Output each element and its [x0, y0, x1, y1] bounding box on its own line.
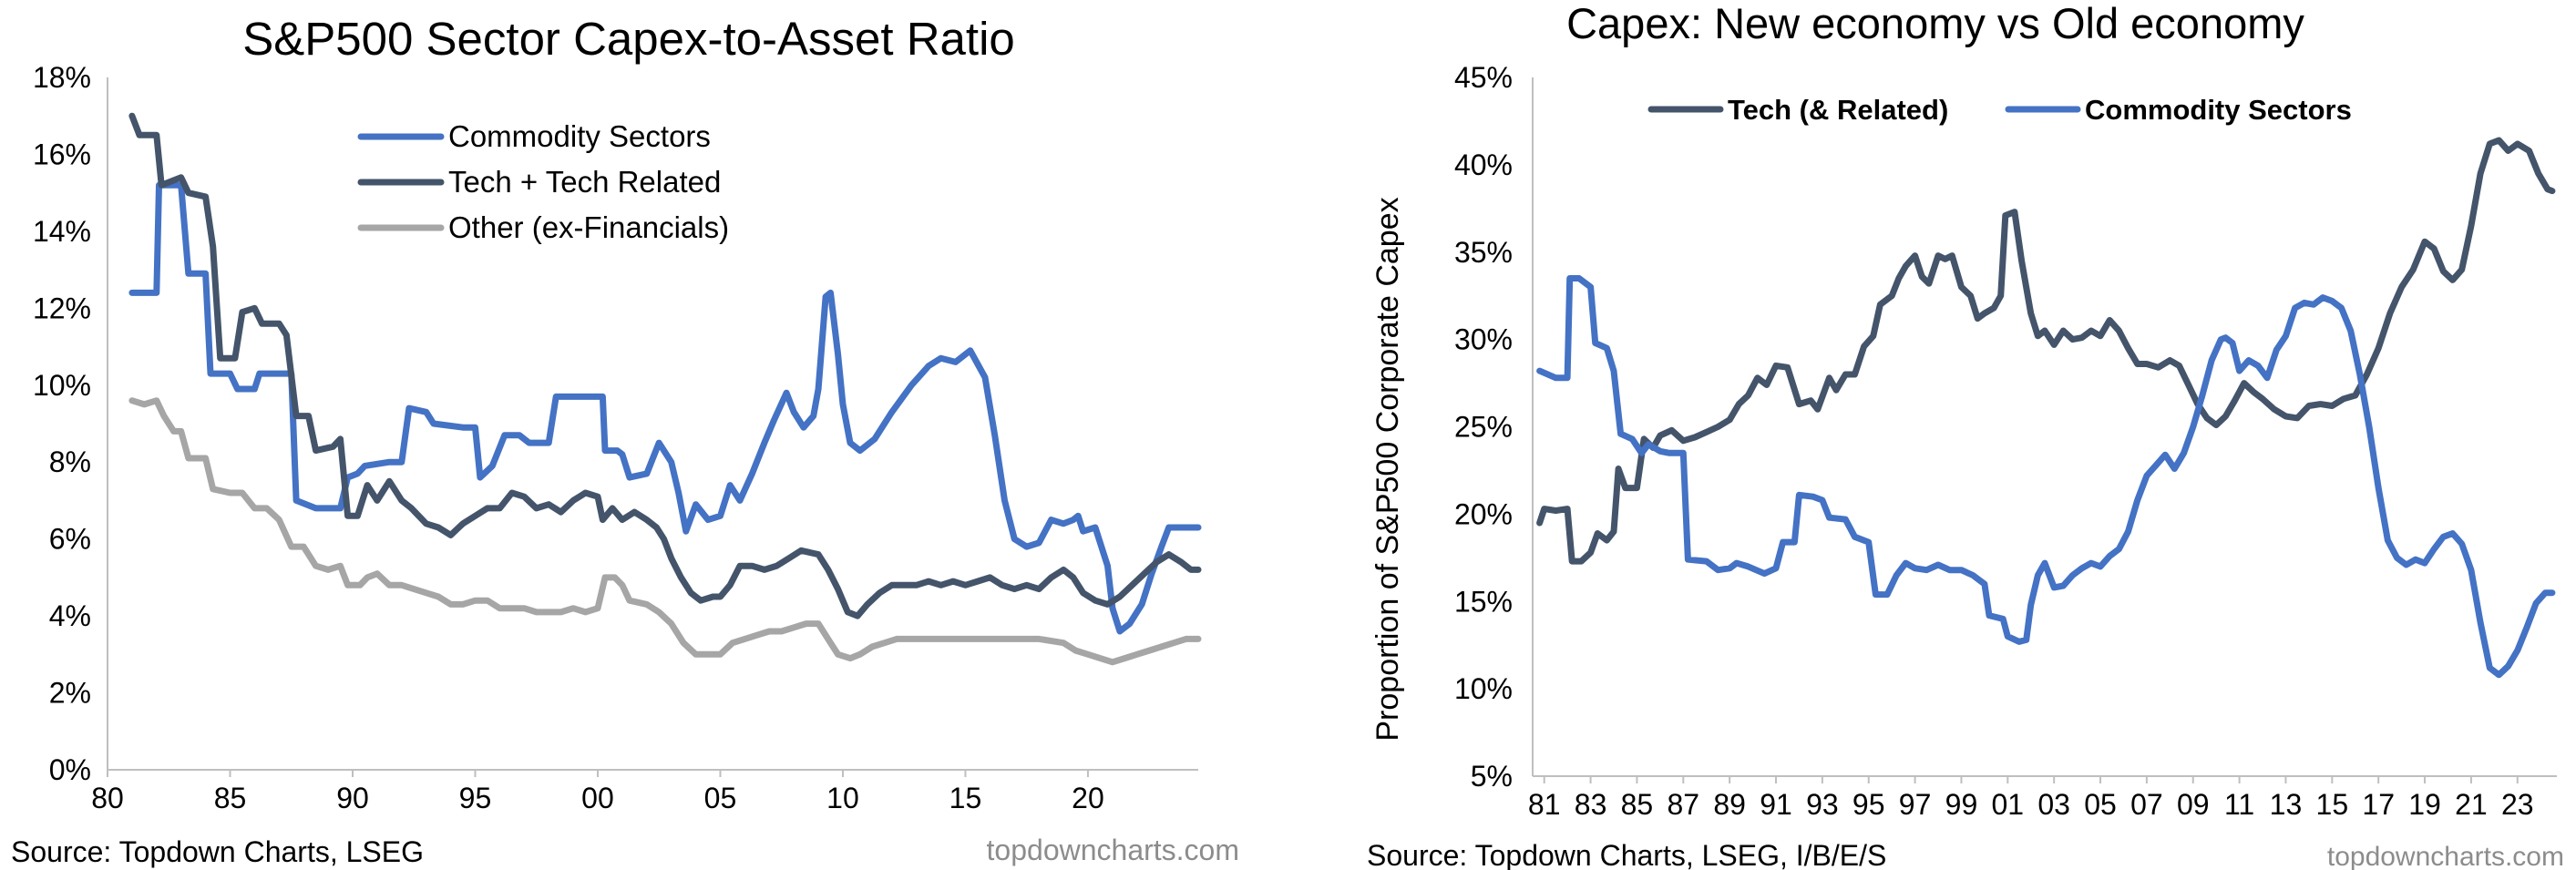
- y-tick-label: 18%: [33, 61, 91, 94]
- source-note: Source: Topdown Charts, LSEG, I/B/E/S: [1367, 839, 1886, 870]
- y-tick-label: 4%: [49, 599, 91, 632]
- legend-label: Commodity Sectors: [448, 119, 711, 153]
- x-tick-label: 15: [2316, 788, 2349, 821]
- y-tick-label: 15%: [1454, 585, 1513, 618]
- y-tick-label: 12%: [33, 292, 91, 324]
- x-tick-label: 05: [2084, 788, 2117, 821]
- x-tick-label: 90: [336, 782, 369, 814]
- y-tick-label: 8%: [49, 445, 91, 478]
- source-note: Source: Topdown Charts, LSEG: [11, 835, 424, 868]
- x-tick-label: 11: [2224, 788, 2254, 821]
- legend: Tech (& Related) Commodity Sectors: [1647, 94, 2352, 126]
- y-axis-label: Proportion of S&P500 Corporate Capex: [1370, 197, 1405, 741]
- series-line-other-ex-financials: [128, 397, 1202, 666]
- chart-title: Capex: New economy vs Old economy: [1566, 0, 2304, 47]
- x-tick-label: 85: [214, 782, 247, 814]
- legend: Commodity Sectors Tech + Tech Related Othe…: [357, 119, 729, 244]
- x-tick-label: 21: [2455, 788, 2488, 821]
- y-tick-label: 16%: [33, 138, 91, 170]
- chart-capex-to-asset: S&P500 Sector Capex-to-Asset Ratio Sourc…: [11, 13, 1239, 868]
- x-tick-label: 91: [1760, 788, 1792, 821]
- series-line-commodity-sectors: [128, 181, 1202, 635]
- x-tick-label: 95: [1852, 788, 1885, 821]
- y-tick-label: 10%: [33, 369, 91, 402]
- y-tick-label: 25%: [1454, 411, 1513, 444]
- chart-new-vs-old-economy: Capex: New economy vs Old economy Propor…: [1367, 0, 2564, 870]
- y-tick-label: 6%: [49, 523, 91, 556]
- x-tick-label: 17: [2362, 788, 2395, 821]
- y-tick-label: 40%: [1454, 148, 1513, 181]
- x-tick-label: 97: [1899, 788, 1932, 821]
- x-tick-label: 93: [1806, 788, 1839, 821]
- x-tick-label: 23: [2501, 788, 2534, 821]
- watermark: topdowncharts.com: [2327, 842, 2564, 870]
- series-line-tech-related: [1536, 137, 2556, 565]
- y-tick-label: 10%: [1454, 672, 1513, 705]
- y-tick-label: 5%: [1471, 760, 1513, 793]
- x-tick-label: 80: [91, 782, 124, 814]
- x-tick-label: 09: [2177, 788, 2210, 821]
- series-line-tech-tech-related: [128, 112, 1202, 619]
- x-tick-label: 20: [1072, 782, 1104, 814]
- x-tick-label: 15: [949, 782, 982, 814]
- y-tick-label: 35%: [1454, 236, 1513, 269]
- x-tick-label: 05: [704, 782, 737, 814]
- x-tick-label: 19: [2408, 788, 2441, 821]
- watermark: topdowncharts.com: [987, 834, 1239, 866]
- x-tick-label: 13: [2270, 788, 2303, 821]
- x-tick-label: 00: [581, 782, 614, 814]
- x-tick-label: 01: [1992, 788, 2025, 821]
- x-tick-label: 95: [459, 782, 492, 814]
- legend-label: Tech + Tech Related: [448, 165, 721, 199]
- y-tick-label: 30%: [1454, 323, 1513, 356]
- x-tick-label: 87: [1667, 788, 1699, 821]
- x-tick-label: 83: [1575, 788, 1607, 821]
- x-tick-label: 07: [2130, 788, 2163, 821]
- y-tick-label: 2%: [49, 677, 91, 710]
- y-tick-label: 20%: [1454, 497, 1513, 530]
- chart-title: S&P500 Sector Capex-to-Asset Ratio: [242, 13, 1015, 65]
- y-tick-label: 45%: [1454, 61, 1513, 94]
- x-tick-label: 81: [1528, 788, 1561, 821]
- series-line-commodity-sectors: [1536, 275, 2556, 679]
- y-tick-label: 14%: [33, 215, 91, 248]
- x-tick-label: 85: [1621, 788, 1654, 821]
- legend-label: Other (ex-Financials): [448, 210, 729, 244]
- y-tick-label: 0%: [49, 753, 91, 786]
- x-tick-label: 99: [1945, 788, 1978, 821]
- x-tick-label: 10: [826, 782, 859, 814]
- x-tick-label: 03: [2037, 788, 2070, 821]
- x-tick-label: 89: [1713, 788, 1746, 821]
- legend-label: Tech (& Related): [1728, 94, 1948, 126]
- legend-label: Commodity Sectors: [2085, 94, 2352, 126]
